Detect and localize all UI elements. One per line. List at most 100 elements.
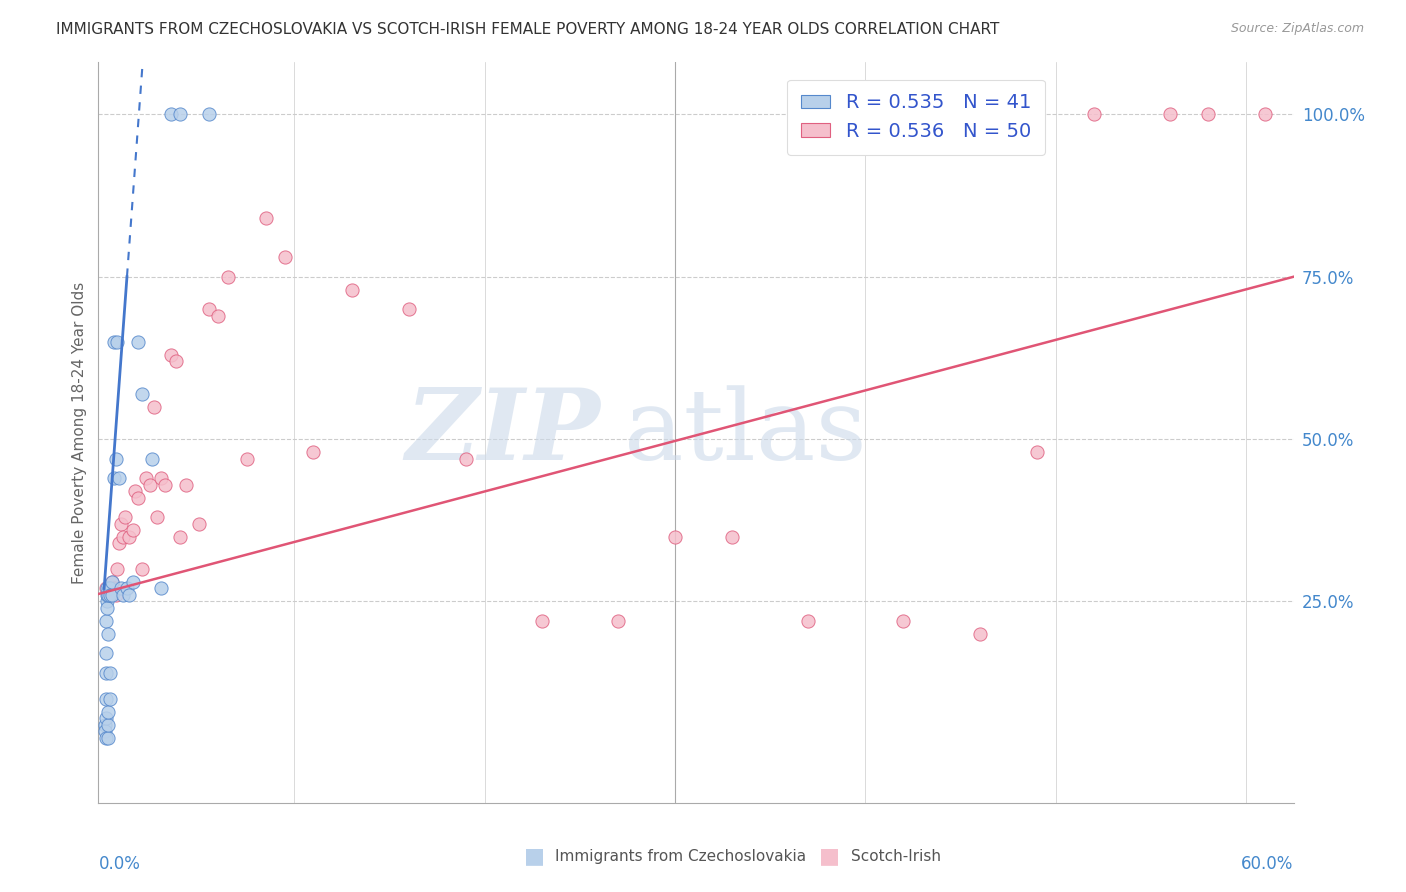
Point [121,523,143,537]
Text: Immigrants from Czechoslovakia: Immigrants from Czechoslovakia [555,849,807,863]
Point [146,510,169,524]
Point [124,484,146,499]
Point [96,594,118,608]
Point [96,614,118,628]
Point [108,536,131,550]
Point [797,614,820,628]
Text: IMMIGRANTS FROM CZECHOSLOVAKIA VS SCOTCH-IRISH FEMALE POVERTY AMONG 18-24 YEAR O: IMMIGRANTS FROM CZECHOSLOVAKIA VS SCOTCH… [56,22,1000,37]
Text: Scotch-Irish: Scotch-Irish [851,849,941,863]
Point [131,562,153,576]
Point [141,451,163,466]
Point [142,400,165,414]
Point [274,250,297,264]
Text: 60.0%: 60.0% [1241,855,1294,872]
Point [94,647,117,661]
Point [198,107,221,121]
Legend: R = 0.535   N = 41, R = 0.536   N = 50: R = 0.535 N = 41, R = 0.536 N = 50 [787,79,1045,154]
Point [98,582,121,596]
Point [97,731,120,745]
Point [1025,445,1047,459]
Point [150,471,173,485]
Text: ZIP: ZIP [405,384,600,481]
Point [139,477,162,491]
Point [530,614,553,628]
Point [94,711,117,725]
Text: 0.0%: 0.0% [98,855,141,872]
Point [127,491,149,505]
Point [96,627,118,641]
Text: atlas: atlas [624,384,868,481]
Point [94,718,117,732]
Point [104,451,127,466]
Point [198,302,221,317]
Point [721,529,744,543]
Point [159,348,181,362]
Point [107,562,129,576]
Text: ■: ■ [820,847,839,866]
Point [127,334,149,349]
Point [103,334,125,349]
Point [893,614,915,628]
Point [153,477,176,491]
Point [94,724,117,739]
Point [112,529,135,543]
Point [131,386,153,401]
Point [104,588,127,602]
Point [100,588,122,602]
Point [1083,107,1105,121]
Point [118,588,141,602]
Point [110,582,132,596]
Point [98,588,121,602]
Point [98,588,121,602]
Point [118,529,141,543]
Point [121,574,143,589]
Point [98,692,121,706]
Point [107,334,129,349]
Point [110,516,132,531]
Point [1197,107,1219,121]
Point [159,107,181,121]
Point [98,665,121,680]
Point [103,582,125,596]
Point [398,302,420,317]
Point [100,574,122,589]
Point [94,731,117,745]
Point [150,582,173,596]
Point [169,529,191,543]
Text: Source: ZipAtlas.com: Source: ZipAtlas.com [1230,22,1364,36]
Text: ■: ■ [524,847,544,866]
Point [607,614,630,628]
Point [254,211,277,226]
Point [1254,107,1277,121]
Point [96,601,118,615]
Point [1159,107,1181,121]
Point [97,582,120,596]
Point [169,107,191,121]
Point [94,692,117,706]
Point [97,718,120,732]
Point [969,627,991,641]
Point [115,582,138,596]
Point [236,451,259,466]
Point [174,477,197,491]
Point [135,471,157,485]
Point [98,582,121,596]
Y-axis label: Female Poverty Among 18-24 Year Olds: Female Poverty Among 18-24 Year Olds [72,282,87,583]
Point [217,269,239,284]
Point [188,516,211,531]
Point [96,582,118,596]
Point [114,510,136,524]
Point [454,451,477,466]
Point [108,471,131,485]
Point [103,471,125,485]
Point [165,354,187,368]
Point [97,588,120,602]
Point [96,588,118,602]
Point [94,665,117,680]
Point [97,588,120,602]
Point [100,574,122,589]
Point [94,582,117,596]
Point [207,309,229,323]
Point [340,283,363,297]
Point [664,529,686,543]
